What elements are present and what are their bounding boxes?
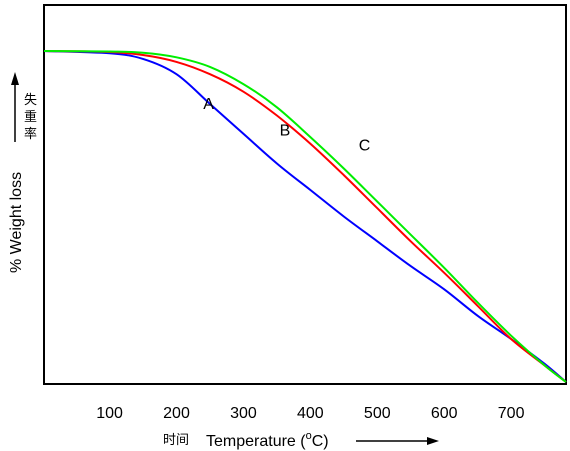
y-axis-arrowhead: [11, 72, 19, 85]
x-axis-label-unit: C): [312, 433, 329, 450]
y-axis-label: % Weight loss: [8, 172, 25, 273]
series-line-c: [43, 50, 567, 383]
y-axis-label-cn-1: 失: [24, 93, 37, 108]
y-axis-label-cn-2: 重: [24, 109, 37, 125]
x-axis-arrowhead: [427, 437, 439, 445]
curve-labels-group: A B C: [203, 96, 370, 154]
x-tick-label: 200: [163, 405, 190, 422]
x-tick-label: 600: [431, 405, 458, 422]
x-axis-label: Temperature (oC): [206, 430, 329, 450]
curve-label-b: B: [280, 122, 291, 139]
x-tick-labels: 100 200 300 400 500 600 700: [96, 405, 524, 422]
curve-label-a: A: [203, 96, 214, 113]
x-tick-label: 700: [498, 405, 525, 422]
x-axis-label-degree: o: [306, 430, 312, 442]
x-tick-label: 100: [96, 405, 123, 422]
x-tick-label: 500: [364, 405, 391, 422]
x-axis-label-text: Temperature (: [206, 433, 306, 450]
plot-frame: [43, 4, 567, 385]
x-tick-label: 300: [230, 405, 257, 422]
series-line-b: [43, 50, 567, 383]
curves-group: [43, 50, 567, 383]
x-axis-label-cn: 时间: [163, 433, 189, 448]
x-tick-label: 400: [297, 405, 324, 422]
curve-label-c: C: [359, 137, 371, 154]
y-axis-label-cn-3: 率: [24, 126, 37, 142]
series-line-a: [43, 50, 567, 383]
